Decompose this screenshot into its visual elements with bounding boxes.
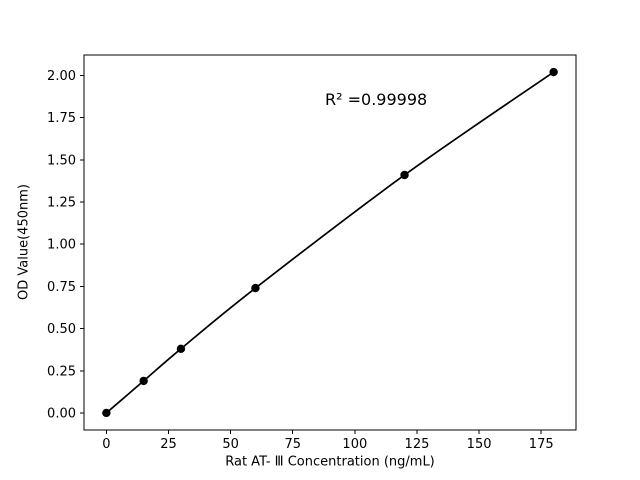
x-tick-label: 175	[529, 437, 554, 452]
data-point-marker	[176, 344, 186, 354]
x-tick-label: 125	[405, 437, 430, 452]
data-point-marker	[102, 408, 111, 418]
y-axis-label: OD Value(450nm)	[16, 184, 32, 300]
y-tick-label: 0.75	[47, 280, 76, 295]
x-tick-label: 100	[342, 437, 367, 452]
y-tick-label: 1.50	[47, 153, 76, 168]
y-tick-label: 1.25	[47, 195, 76, 210]
data-point-marker	[251, 283, 260, 293]
standard-curve-line	[105, 71, 555, 414]
data-point-marker	[139, 376, 148, 386]
y-tick-label: 0.50	[47, 322, 76, 337]
y-tick-label: 0.00	[47, 406, 76, 421]
x-axis-label: Rat AT- Ⅲ Concentration (ng/mL)	[225, 454, 435, 470]
y-tick-label: 0.25	[47, 364, 76, 379]
axes-spines	[83, 54, 577, 431]
data-point-marker	[400, 170, 409, 180]
x-tick-label: 50	[222, 437, 239, 452]
y-tick-label: 2.00	[47, 69, 76, 84]
x-tick-label: 25	[160, 437, 177, 452]
y-tick-label: 1.75	[47, 111, 76, 126]
y-tick-label: 1.00	[47, 238, 76, 253]
x-tick-label: 75	[284, 437, 301, 452]
x-tick-label: 150	[467, 437, 492, 452]
x-tick-label: 0	[102, 437, 110, 452]
data-point-marker	[549, 67, 558, 77]
r-squared-annotation: R² =0.99998	[325, 90, 428, 109]
